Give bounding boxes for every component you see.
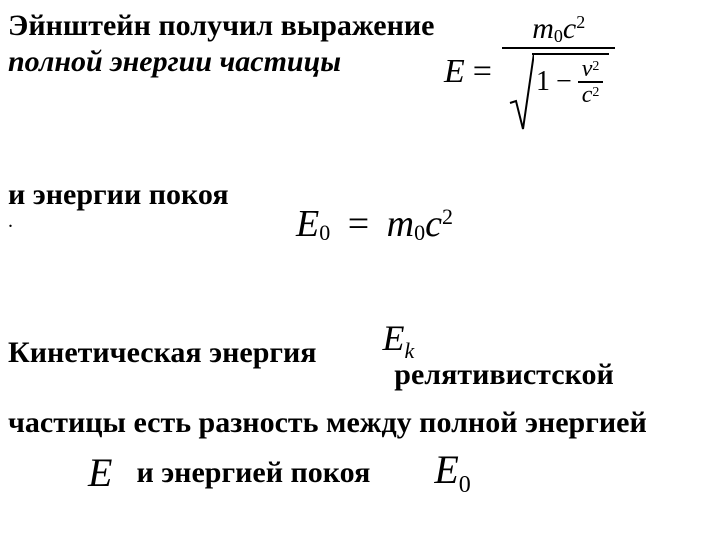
- formula-rest-energy: E0 = m0c2: [296, 202, 453, 246]
- fE-fraction: m0c2 1 − v2 c2: [502, 12, 615, 131]
- fE-numerator: m0c2: [526, 12, 591, 47]
- fR-m0: 0: [414, 220, 425, 245]
- fE-v: v: [582, 56, 593, 82]
- sentence-3: E и энергией покоя E0: [8, 446, 712, 499]
- fR-c: c: [425, 203, 442, 245]
- fR-m: m: [387, 203, 414, 245]
- fE-eq: =: [473, 53, 492, 91]
- fE-one: 1: [536, 66, 550, 98]
- fE-c: c: [563, 12, 576, 45]
- fE-v2: v2: [578, 57, 604, 81]
- fE-v2c2: v2 c2: [578, 57, 604, 107]
- fE-c2den: c2: [578, 83, 604, 107]
- fR-E: E: [296, 203, 319, 245]
- kinetic-symbol: Ek: [383, 317, 415, 364]
- kinetic-row: Кинетическая энергия Ek релятивистской: [8, 323, 712, 370]
- E-total-symbol: E: [88, 449, 112, 496]
- fE-m0: 0: [554, 26, 563, 46]
- fE-E: E: [444, 53, 465, 91]
- fE-c2: 2: [576, 12, 585, 32]
- E0-base: E: [434, 447, 458, 492]
- sentence-2: частицы есть разность между полной энерг…: [8, 406, 712, 440]
- fE-m: m: [532, 12, 554, 45]
- kinetic-label: Кинетическая энергия: [8, 336, 317, 370]
- fR-eq: =: [348, 203, 369, 245]
- fE-radicand: 1 − v2 c2: [532, 53, 609, 107]
- fE-vsq: 2: [592, 59, 599, 74]
- fE-sqrt: 1 − v2 c2: [508, 53, 609, 131]
- formula-total-energy: E = m0c2 1 − v2 c2: [444, 12, 615, 131]
- fR-c2: 2: [442, 204, 453, 229]
- fE-cden: c: [582, 82, 593, 108]
- sentence-3-mid: и энергией покоя: [136, 456, 370, 490]
- kinetic-E: E: [383, 318, 405, 358]
- fE-denominator: 1 − v2 c2: [502, 49, 615, 131]
- E0-sub: 0: [459, 472, 471, 498]
- fE-csq: 2: [592, 85, 599, 100]
- radical-icon: [508, 53, 534, 131]
- fE-minus: −: [556, 66, 572, 98]
- kinetic-tail: релятивистской: [394, 358, 613, 392]
- fR-0: 0: [319, 220, 330, 245]
- E0-symbol: E0: [434, 446, 470, 499]
